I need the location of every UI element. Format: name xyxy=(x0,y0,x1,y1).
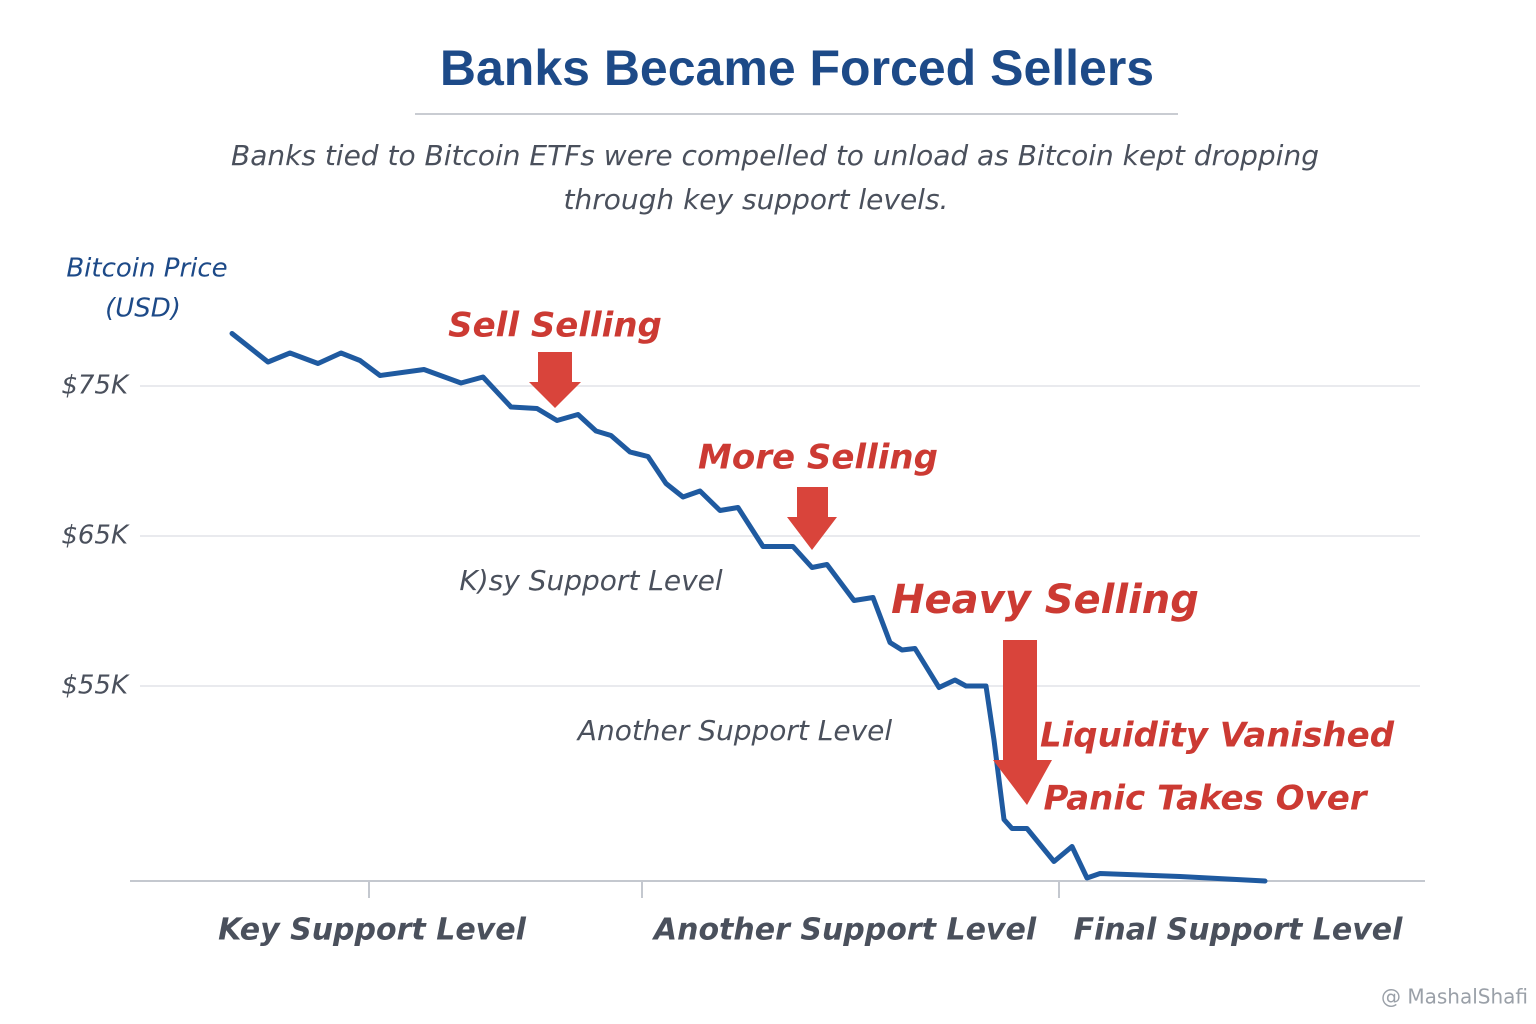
annotation: K)sy Support Level xyxy=(459,564,723,597)
subtitle: through key support levels. xyxy=(564,183,949,216)
y-tick-label: $65K xyxy=(61,521,130,551)
y-axis-label: Bitcoin Price xyxy=(66,254,227,284)
arrow xyxy=(529,352,581,408)
arrow xyxy=(993,640,1052,805)
annotation: Liquidity Vanished xyxy=(1040,716,1395,756)
y-axis-label: (USD) xyxy=(105,294,181,324)
y-tick-label: $75K xyxy=(61,371,130,401)
annotation: Sell Selling xyxy=(448,306,662,346)
annotation: Panic Takes Over xyxy=(1043,779,1368,819)
annotation: Another Support Level xyxy=(576,714,893,747)
annotation: Heavy Selling xyxy=(891,577,1199,623)
subtitle: Banks tied to Bitcoin ETFs were compelle… xyxy=(231,139,1319,172)
x-label: Another Support Level xyxy=(652,913,1037,948)
y-tick-label: $55K xyxy=(61,671,130,701)
price-line xyxy=(229,331,1268,884)
arrows xyxy=(529,352,1052,805)
x-label: Final Support Level xyxy=(1074,913,1404,948)
watermark: @ MashalShafi xyxy=(1381,985,1528,1009)
chart-title: Banks Became Forced Sellers xyxy=(440,40,1154,96)
x-label: Key Support Level xyxy=(218,913,526,948)
arrow xyxy=(787,487,837,550)
annotation: More Selling xyxy=(698,438,938,478)
